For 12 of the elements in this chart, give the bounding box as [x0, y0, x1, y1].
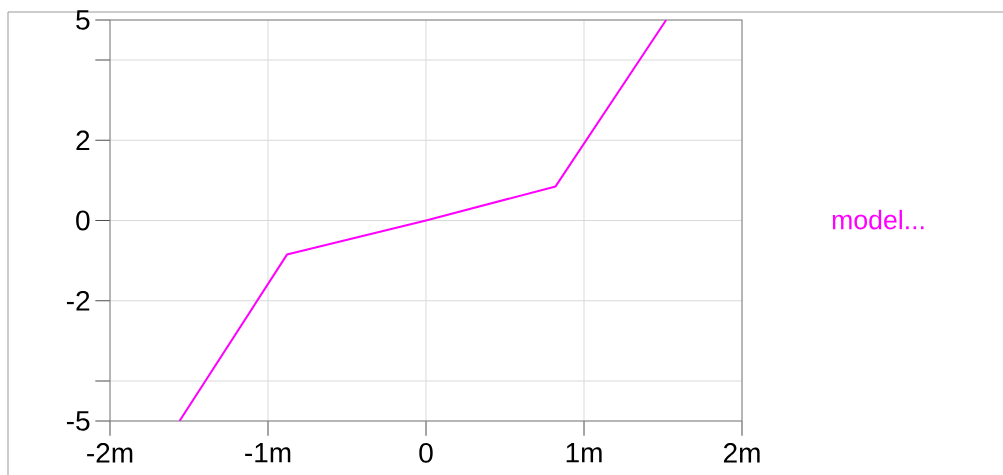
x-tick-label: -1m [245, 443, 291, 463]
y-tick-label: 0 [76, 210, 90, 231]
x-tick-label: 0 [419, 443, 433, 463]
line-series [178, 20, 668, 421]
y-tick-label: 5 [76, 10, 90, 30]
x-tick-label: 2m [723, 443, 760, 463]
x-tick-label: -2m [87, 443, 133, 463]
y-tick-label: -2 [66, 290, 90, 311]
text: model... [832, 209, 924, 230]
x-tick-label: 1m [566, 443, 602, 463]
y-tick-label: 2 [76, 130, 90, 151]
y-tick-label: -5 [66, 411, 90, 431]
